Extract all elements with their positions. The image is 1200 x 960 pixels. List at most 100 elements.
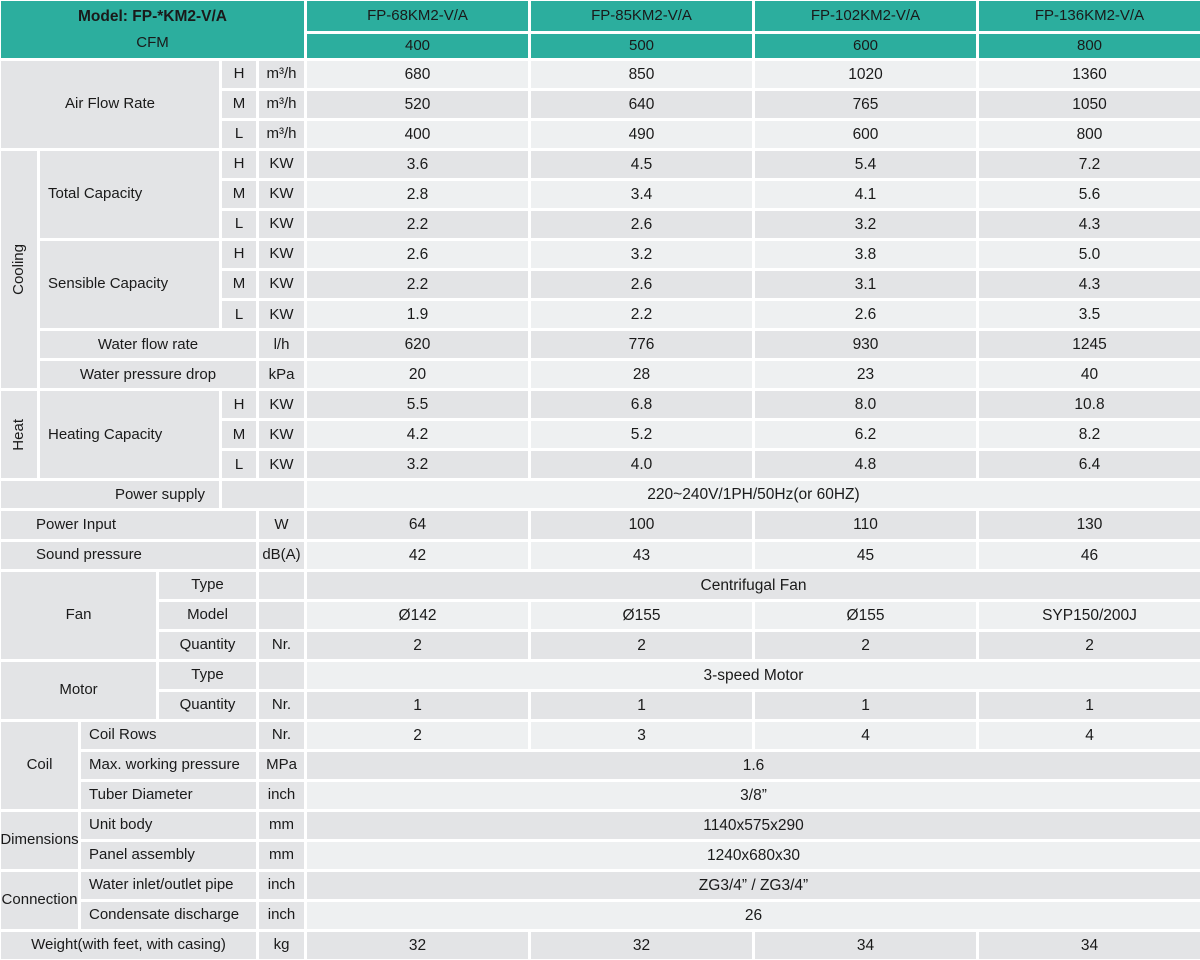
unit-label: Nr. xyxy=(259,631,304,659)
data-cell: 1.9 xyxy=(307,301,528,329)
unit-label-empty xyxy=(259,571,304,599)
data-cell: 800 xyxy=(979,121,1200,149)
group-label-heat: Heat xyxy=(1,391,37,479)
data-cell: 3.8 xyxy=(755,241,976,269)
group-label-connection: Connection xyxy=(1,871,78,929)
data-cell: 7.2 xyxy=(979,151,1200,179)
data-cell: 40 xyxy=(979,361,1200,389)
data-cell: 110 xyxy=(755,511,976,539)
row-label-water-flow-rate: Water flow rate xyxy=(40,331,256,359)
sub-label-motor-quantity: Quantity xyxy=(159,691,256,719)
data-cell: 4.3 xyxy=(979,271,1200,299)
speed-label: L xyxy=(222,121,256,149)
row-label-sensible-capacity: Sensible Capacity xyxy=(40,241,219,329)
unit-label: mm xyxy=(259,811,304,839)
data-cell: 3.2 xyxy=(755,211,976,239)
unit-label: KW xyxy=(259,241,304,269)
sub-label-unit-body: Unit body xyxy=(81,811,256,839)
unit-label: mm xyxy=(259,841,304,869)
data-cell: 1 xyxy=(979,691,1200,719)
speed-label: M xyxy=(222,271,256,299)
data-cell: 3.1 xyxy=(755,271,976,299)
data-cell-fan-type: Centrifugal Fan xyxy=(307,571,1200,599)
data-cell: 43 xyxy=(531,541,752,569)
data-cell: 4.5 xyxy=(531,151,752,179)
data-cell: 600 xyxy=(755,121,976,149)
unit-label: kPa xyxy=(259,361,304,389)
data-cell: 3.2 xyxy=(307,451,528,479)
unit-label: KW xyxy=(259,271,304,299)
unit-label: KW xyxy=(259,301,304,329)
speed-label: H xyxy=(222,241,256,269)
group-label-dimensions: Dimensions xyxy=(0,811,79,869)
sub-label-fan-model: Model xyxy=(159,601,256,629)
unit-label: l/h xyxy=(259,331,304,359)
column-header: FP-102KM2-V/A xyxy=(755,1,976,31)
data-cell: 2 xyxy=(307,721,528,749)
data-cell: 3 xyxy=(531,721,752,749)
data-cell-max-working-pressure: 1.6 xyxy=(307,751,1200,779)
data-cell: 42 xyxy=(307,541,528,569)
sub-label-motor-type: Type xyxy=(159,661,256,689)
sub-label-coil-rows: Coil Rows xyxy=(81,721,256,749)
speed-label: L xyxy=(222,211,256,239)
data-cell: 1360 xyxy=(979,61,1200,89)
data-cell: 6.2 xyxy=(755,421,976,449)
sub-label-panel-assembly: Panel assembly xyxy=(81,841,256,869)
unit-label: Nr. xyxy=(259,721,304,749)
data-cell: 4.8 xyxy=(755,451,976,479)
data-cell: 4.1 xyxy=(755,181,976,209)
data-cell: 3.2 xyxy=(531,241,752,269)
data-cell-motor-type: 3-speed Motor xyxy=(307,661,1200,689)
speed-label: H xyxy=(222,391,256,419)
data-cell: Ø155 xyxy=(531,601,752,629)
data-cell-water-inlet-outlet-pipe: ZG3/4” / ZG3/4” xyxy=(307,871,1200,899)
data-cell: 2 xyxy=(307,631,528,659)
data-cell: 2 xyxy=(755,631,976,659)
unit-label: kg xyxy=(259,931,304,959)
group-label-cooling: Cooling xyxy=(1,151,37,389)
data-cell: 130 xyxy=(979,511,1200,539)
unit-label: m³/h xyxy=(259,61,304,89)
sub-label-fan-type: Type xyxy=(159,571,256,599)
unit-label: KW xyxy=(259,211,304,239)
sub-label-tuber-diameter: Tuber Diameter xyxy=(81,781,256,809)
data-cell: 5.6 xyxy=(979,181,1200,209)
data-cell: 2.2 xyxy=(531,301,752,329)
data-cell: 2.6 xyxy=(531,271,752,299)
data-cell: 5.2 xyxy=(531,421,752,449)
data-cell: 1050 xyxy=(979,91,1200,119)
data-cell: 8.0 xyxy=(755,391,976,419)
data-cell: 776 xyxy=(531,331,752,359)
unit-label-empty xyxy=(259,661,304,689)
data-cell: 620 xyxy=(307,331,528,359)
data-cell: 20 xyxy=(307,361,528,389)
data-cell: 2.8 xyxy=(307,181,528,209)
data-cell: 34 xyxy=(979,931,1200,959)
data-cell: 45 xyxy=(755,541,976,569)
data-cell: 4.0 xyxy=(531,451,752,479)
data-cell-power-supply: 220~240V/1PH/50Hz(or 60HZ) xyxy=(307,481,1200,509)
data-cell: 2.6 xyxy=(307,241,528,269)
unit-label: m³/h xyxy=(259,121,304,149)
data-cell: 930 xyxy=(755,331,976,359)
data-cell: 1020 xyxy=(755,61,976,89)
unit-label: KW xyxy=(259,181,304,209)
speed-label: H xyxy=(222,61,256,89)
data-cell: 3.5 xyxy=(979,301,1200,329)
data-cell: 32 xyxy=(307,931,528,959)
unit-label: inch xyxy=(259,901,304,929)
data-cell: 2.6 xyxy=(755,301,976,329)
data-cell: 4 xyxy=(979,721,1200,749)
data-cell: 490 xyxy=(531,121,752,149)
speed-label: M xyxy=(222,421,256,449)
row-label-power-supply: Power supply xyxy=(1,481,219,509)
group-label-fan: Fan xyxy=(1,571,156,659)
data-cell: 4 xyxy=(755,721,976,749)
data-cell: 640 xyxy=(531,91,752,119)
unit-label: KW xyxy=(259,391,304,419)
column-header: FP-85KM2-V/A xyxy=(531,1,752,31)
data-cell: SYP150/200J xyxy=(979,601,1200,629)
cfm-value: 400 xyxy=(307,34,528,58)
